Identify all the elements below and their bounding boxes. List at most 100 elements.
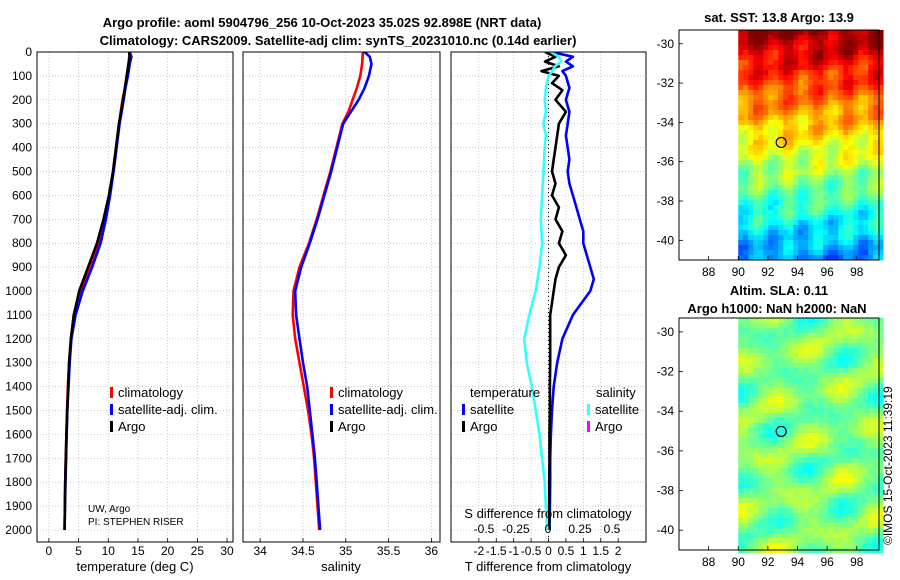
map-cell xyxy=(848,120,854,126)
map-cell xyxy=(773,438,779,444)
map-cell xyxy=(738,433,744,439)
map-cell xyxy=(878,353,884,359)
map-cell xyxy=(838,190,844,196)
map-cell xyxy=(868,333,874,339)
map-cell xyxy=(823,140,829,146)
map-cell xyxy=(818,463,824,469)
map-cell xyxy=(878,423,884,429)
map-cell xyxy=(858,433,864,439)
map-cell xyxy=(748,423,754,429)
map-cell xyxy=(823,503,829,509)
map-cell xyxy=(848,245,854,251)
map-cell xyxy=(788,85,794,91)
map-cell xyxy=(773,398,779,404)
map-cell xyxy=(768,368,774,374)
map-cell xyxy=(863,150,869,156)
map-cell xyxy=(858,473,864,479)
map-cell xyxy=(738,488,744,494)
map-cell xyxy=(863,318,869,324)
map-cell xyxy=(868,353,874,359)
map-cell xyxy=(773,95,779,101)
map-cell xyxy=(738,343,744,349)
map-cell xyxy=(803,398,809,404)
map-cell xyxy=(748,458,754,464)
map-cell xyxy=(843,225,849,231)
map-cell xyxy=(798,338,804,344)
map-cell xyxy=(863,443,869,449)
map-cell xyxy=(753,428,759,434)
map-cell xyxy=(768,250,774,256)
map-cell xyxy=(778,230,784,236)
map-cell xyxy=(788,105,794,111)
map-cell xyxy=(798,110,804,116)
map-cell xyxy=(873,548,879,554)
map-cell xyxy=(863,125,869,131)
legend-climatology-swatch xyxy=(330,387,333,398)
map-cell xyxy=(838,35,844,41)
map-cell xyxy=(833,513,839,519)
map-cell xyxy=(778,50,784,56)
map-cell xyxy=(768,458,774,464)
map-cell xyxy=(833,388,839,394)
map-cell xyxy=(858,418,864,424)
map-cell xyxy=(838,200,844,206)
map-cell xyxy=(768,373,774,379)
map-cell xyxy=(748,35,754,41)
depth-tick-label: 1400 xyxy=(5,380,32,394)
map-cell xyxy=(823,100,829,106)
map-cell xyxy=(798,468,804,474)
map-cell xyxy=(818,478,824,484)
map-cell xyxy=(803,80,809,86)
map-cell xyxy=(788,328,794,334)
map-cell xyxy=(793,463,799,469)
map-cell xyxy=(798,433,804,439)
map-cell xyxy=(828,75,834,81)
map-cell xyxy=(868,338,874,344)
map-cell xyxy=(798,155,804,161)
map-cell xyxy=(803,225,809,231)
map-cell xyxy=(868,155,874,161)
map-cell xyxy=(738,80,744,86)
map-cell xyxy=(753,175,759,181)
map-cell xyxy=(853,363,859,369)
map-cell xyxy=(748,348,754,354)
map-cell xyxy=(758,398,764,404)
map-cell xyxy=(793,45,799,51)
map-cell xyxy=(748,50,754,56)
map-cell xyxy=(763,170,769,176)
map-cell xyxy=(873,90,879,96)
map-cell xyxy=(803,115,809,121)
map-cell xyxy=(833,245,839,251)
map-cell xyxy=(778,105,784,111)
map-cell xyxy=(873,210,879,216)
map-cell xyxy=(768,443,774,449)
map-cell xyxy=(818,135,824,141)
map-cell xyxy=(863,130,869,136)
map-cell xyxy=(873,150,879,156)
map-cell xyxy=(748,403,754,409)
map-cell xyxy=(858,528,864,534)
map-cell xyxy=(773,358,779,364)
map-cell xyxy=(788,413,794,419)
map-cell xyxy=(843,50,849,56)
map-cell xyxy=(873,155,879,161)
map-cell xyxy=(878,418,884,424)
map-cell xyxy=(853,155,859,161)
map-cell xyxy=(873,75,879,81)
map-cell xyxy=(848,225,854,231)
map-cell xyxy=(753,180,759,186)
map-cell xyxy=(858,358,864,364)
map-cell xyxy=(778,508,784,514)
map-cell xyxy=(873,523,879,529)
map-cell xyxy=(798,150,804,156)
map-cell xyxy=(838,175,844,181)
map-cell xyxy=(783,438,789,444)
map-cell xyxy=(758,100,764,106)
map-cell xyxy=(793,523,799,529)
temperature-frame xyxy=(36,51,234,543)
map-cell xyxy=(868,250,874,256)
map-cell xyxy=(848,95,854,101)
map-cell xyxy=(778,353,784,359)
map-cell xyxy=(848,448,854,454)
map-cell xyxy=(848,358,854,364)
